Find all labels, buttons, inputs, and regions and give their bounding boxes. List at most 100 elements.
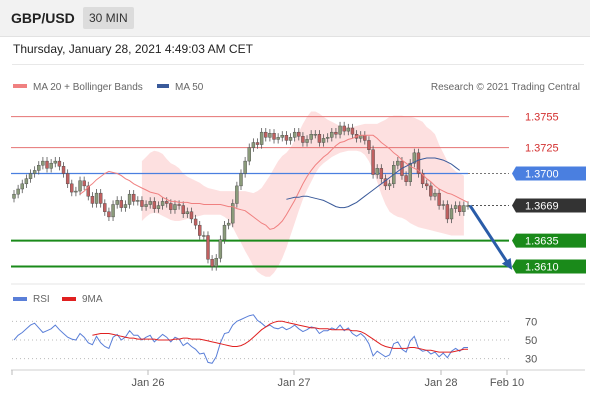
candle-body <box>255 142 260 145</box>
candle-body <box>214 258 218 267</box>
level-label-box-1.3700 <box>512 166 586 181</box>
candle-body <box>375 168 379 175</box>
chart-header: GBP/USD 30 MIN <box>0 0 590 37</box>
ma50-line <box>286 157 461 209</box>
candle-body <box>202 235 206 237</box>
x-tick-label-0: Jan 26 <box>131 377 164 389</box>
candle-body <box>193 218 198 226</box>
candle-body <box>371 149 375 175</box>
rsi-tick-30: 30 <box>525 354 537 366</box>
candle-body <box>82 180 86 187</box>
projection-arrow-line <box>468 204 512 268</box>
symbol-label: GBP/USD <box>11 10 75 26</box>
candle-body <box>276 137 280 140</box>
candle-body <box>53 160 57 164</box>
candle-body <box>148 201 152 205</box>
candle-body <box>363 135 367 141</box>
candle-body <box>103 203 107 212</box>
candle-body <box>28 173 33 179</box>
x-tick-label-2: Jan 28 <box>424 377 457 389</box>
candle-body <box>449 208 454 220</box>
candle-body <box>70 183 74 193</box>
candle-body <box>243 160 247 174</box>
candle-body <box>111 204 115 218</box>
candle-body <box>32 170 37 174</box>
candle-body <box>173 204 177 210</box>
rsi-legend-label: RSI <box>33 294 50 305</box>
candle-body <box>210 259 214 267</box>
candle-body <box>41 160 45 166</box>
bollinger-bands <box>141 111 464 277</box>
candle-body <box>313 134 317 136</box>
ma20-line <box>79 134 469 230</box>
candle-body <box>425 183 429 187</box>
candle-body <box>222 224 227 240</box>
level-label-1.3725: 1.3725 <box>525 143 559 155</box>
candle-body <box>272 132 276 140</box>
rsi-line <box>13 314 468 364</box>
candle-body <box>78 180 82 192</box>
candle-body <box>334 131 338 135</box>
candle-body <box>235 185 239 204</box>
candle-body <box>412 152 417 164</box>
x-tick-label-3: Feb 10 <box>490 377 524 389</box>
candle-body <box>317 134 322 143</box>
candle-body <box>189 211 194 220</box>
candle-body <box>416 152 421 174</box>
ma50-legend-label: MA 50 <box>175 82 204 93</box>
candle-body <box>321 138 326 143</box>
candle-body <box>338 125 342 135</box>
candle-body <box>305 139 309 143</box>
credit-label: Research © 2021 Trading Central <box>431 82 580 93</box>
candle-body <box>156 205 161 209</box>
candle-body <box>309 134 313 140</box>
candle-body <box>24 178 29 185</box>
ma50-legend-swatch <box>157 84 169 88</box>
candle-body <box>292 131 297 138</box>
candle-body <box>453 205 458 209</box>
x-axis: Jan 26 Jan 27 Jan 28 Feb 10 <box>11 370 524 389</box>
candle-body <box>94 192 99 204</box>
candle-body <box>226 222 231 226</box>
level-label-1.3700: 1.3700 <box>525 169 559 181</box>
rsi-legend-swatch <box>13 297 27 301</box>
header-divider <box>12 64 584 65</box>
candle-body <box>408 162 412 182</box>
candle-body <box>445 204 450 220</box>
candle-body <box>98 192 103 204</box>
candle-body <box>206 235 210 260</box>
candle-body <box>268 132 272 138</box>
level-label-1.3610: 1.3610 <box>525 262 559 274</box>
level-label-box-1.3635 <box>512 233 586 248</box>
candle-body <box>177 204 181 206</box>
candle-body <box>57 160 62 167</box>
candle-body <box>165 201 169 204</box>
timeframe-badge[interactable]: 30 MIN <box>83 7 134 29</box>
rsi-tick-50: 50 <box>525 335 537 347</box>
candle-body <box>90 196 95 204</box>
ma20-legend-label: MA 20 + Bollinger Bands <box>33 82 143 93</box>
price-plot: 1.3755 1.3725 1.3700 1.3669 1.3635 1.3610 <box>11 111 586 277</box>
level-label-1.3755: 1.3755 <box>525 112 559 124</box>
candle-body <box>74 190 78 193</box>
projection-arrow-head <box>501 257 513 270</box>
candle-body <box>131 193 136 202</box>
candle-body <box>140 200 144 207</box>
candle-body <box>12 193 16 199</box>
candle-body <box>65 173 70 185</box>
candle-body <box>251 142 256 148</box>
candle-body <box>346 127 351 132</box>
candle-body <box>231 203 235 224</box>
candle-body <box>404 175 408 182</box>
candle-body <box>247 147 251 162</box>
rsi-ma-line <box>92 320 468 353</box>
candle-body <box>259 131 264 145</box>
candle-body <box>301 136 305 143</box>
candle-body <box>127 193 132 205</box>
candle-body <box>198 224 202 236</box>
candle-body <box>429 185 433 197</box>
candle-body <box>264 131 268 138</box>
level-label-box-1.3669 <box>512 198 586 213</box>
candle-body <box>181 205 185 215</box>
candle-body <box>61 166 66 174</box>
